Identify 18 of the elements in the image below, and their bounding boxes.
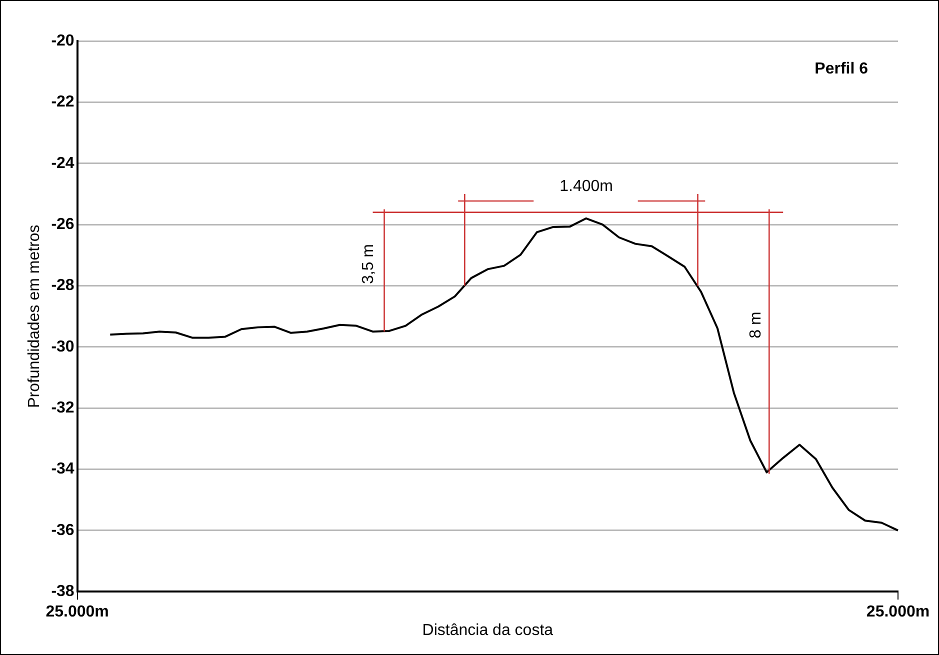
- y-tick-label: -30: [51, 338, 74, 356]
- annotation: 1.400m: [560, 178, 614, 195]
- x-tick-label: 25.000m: [866, 604, 930, 621]
- text: Perfil 6: [814, 60, 868, 78]
- annotation: 8 m: [748, 312, 765, 339]
- y-tick-label: -34: [51, 460, 74, 478]
- y-tick-label: -22: [51, 94, 74, 111]
- y-tick-label: -32: [51, 399, 74, 416]
- y-tick-label: -26: [51, 216, 74, 233]
- annotation: 3,5 m: [360, 244, 378, 284]
- x-tick-label: 25.000m: [46, 604, 109, 621]
- x-axis-title: Distância da costa: [422, 622, 554, 639]
- y-tick-label: -28: [51, 277, 74, 294]
- y-tick-label: -36: [51, 522, 74, 539]
- y-tick-label: -24: [51, 154, 74, 172]
- y-tick-label: -38: [51, 583, 74, 600]
- y-axis-title: Profundidades em metros: [26, 224, 44, 408]
- y-tick-label: -20: [51, 32, 74, 50]
